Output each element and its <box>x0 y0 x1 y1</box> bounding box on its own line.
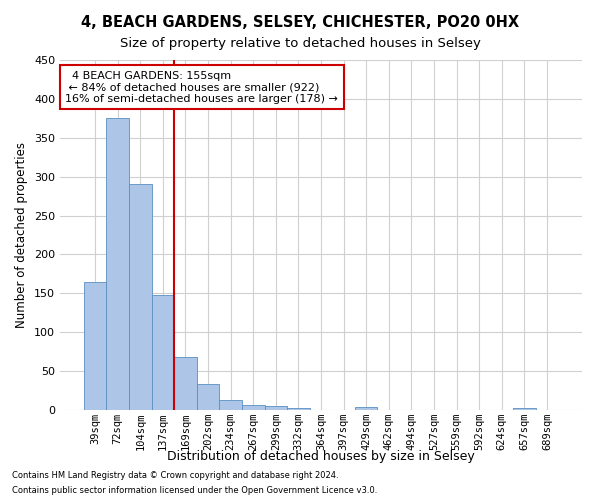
Bar <box>174 357 197 410</box>
Bar <box>106 118 129 410</box>
Bar <box>287 408 310 410</box>
Text: 4, BEACH GARDENS, SELSEY, CHICHESTER, PO20 0HX: 4, BEACH GARDENS, SELSEY, CHICHESTER, PO… <box>81 15 519 30</box>
Bar <box>513 408 536 410</box>
Bar <box>197 384 220 410</box>
Bar <box>84 282 106 410</box>
Bar <box>152 295 174 410</box>
Bar <box>242 404 265 410</box>
Y-axis label: Number of detached properties: Number of detached properties <box>16 142 28 328</box>
Text: 4 BEACH GARDENS: 155sqm  
 ← 84% of detached houses are smaller (922)
16% of sem: 4 BEACH GARDENS: 155sqm ← 84% of detache… <box>65 70 338 104</box>
Bar <box>355 407 377 410</box>
Text: Size of property relative to detached houses in Selsey: Size of property relative to detached ho… <box>119 38 481 51</box>
Bar <box>129 184 152 410</box>
Text: Distribution of detached houses by size in Selsey: Distribution of detached houses by size … <box>167 450 475 463</box>
Text: Contains public sector information licensed under the Open Government Licence v3: Contains public sector information licen… <box>12 486 377 495</box>
Text: Contains HM Land Registry data © Crown copyright and database right 2024.: Contains HM Land Registry data © Crown c… <box>12 471 338 480</box>
Bar <box>265 406 287 410</box>
Bar <box>220 400 242 410</box>
